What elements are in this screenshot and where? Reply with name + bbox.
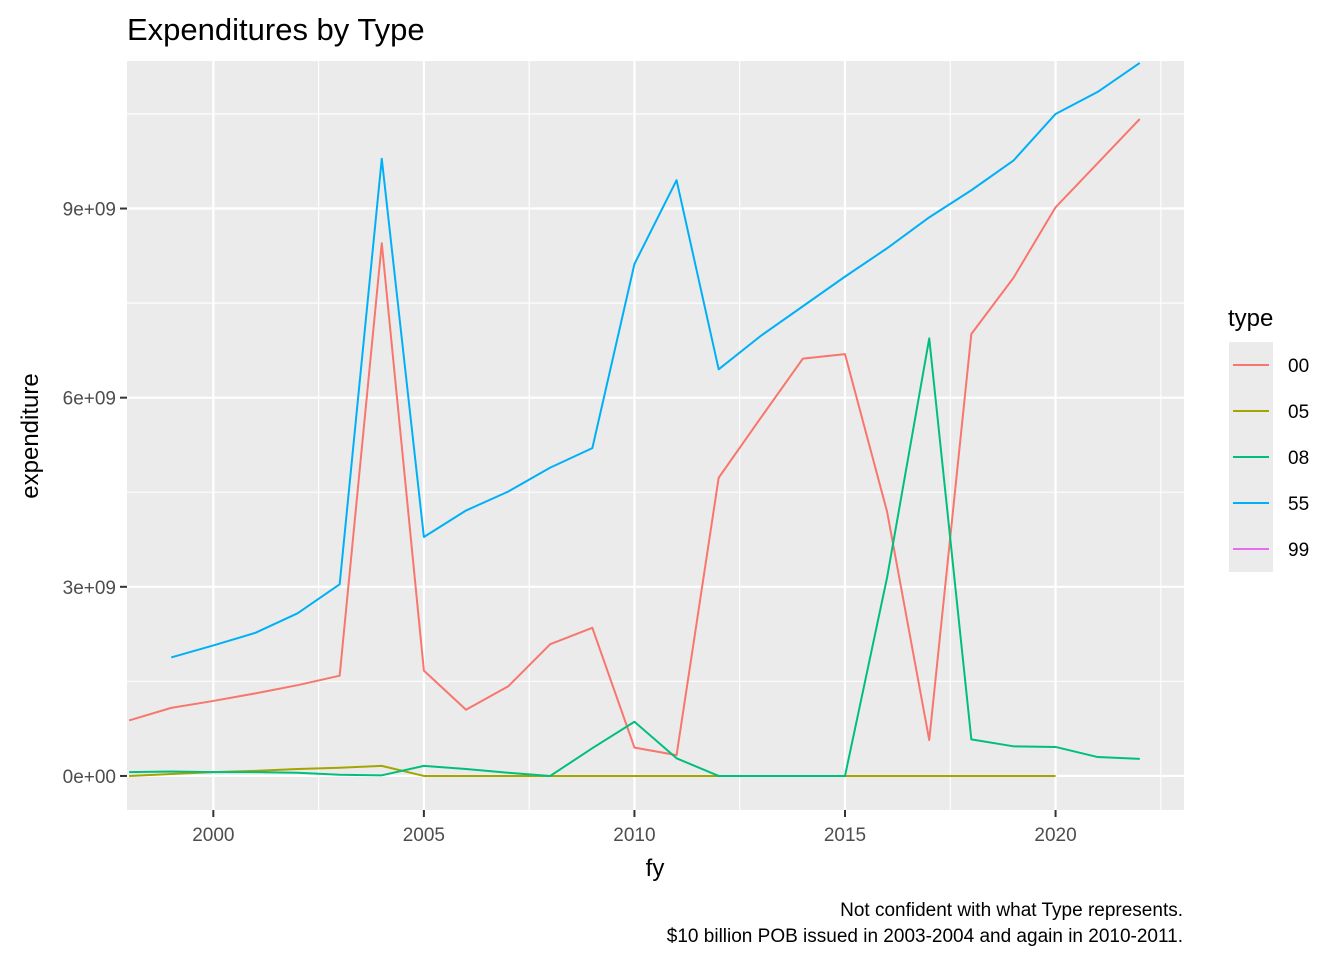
legend-label-99: 99 <box>1288 540 1309 561</box>
y-axis-title: expenditure <box>17 373 44 498</box>
y-tick-label: 6e+09 <box>63 389 116 410</box>
caption-line-1: Not confident with what Type represents. <box>840 900 1183 921</box>
x-tick-label: 2020 <box>1034 825 1076 846</box>
y-tick-label: 3e+09 <box>63 578 116 599</box>
series-line-05 <box>129 764 1056 777</box>
series-line-55 <box>170 62 1141 659</box>
caption-line-2: $10 billion POB issued in 2003-2004 and … <box>667 926 1183 947</box>
series-lines <box>128 62 1141 777</box>
x-tick-label: 2010 <box>613 825 655 846</box>
y-axis: 0e+00 3e+09 6e+09 9e+09 <box>63 200 127 788</box>
y-tick-label: 9e+09 <box>63 200 116 221</box>
y-tick-label: 0e+00 <box>63 767 116 788</box>
legend-label-00: 00 <box>1288 356 1309 377</box>
x-tick-label: 2015 <box>824 825 866 846</box>
grid-minor <box>127 61 1184 810</box>
legend-title: type <box>1228 305 1273 332</box>
x-tick-label: 2005 <box>403 825 445 846</box>
legend: type 00 05 08 55 99 <box>1228 305 1309 572</box>
legend-label-08: 08 <box>1288 448 1309 469</box>
x-axis: 2000 2005 2010 2015 2020 <box>192 810 1077 846</box>
x-tick-label: 2000 <box>192 825 234 846</box>
legend-label-55: 55 <box>1288 494 1309 515</box>
x-axis-title: fy <box>646 855 665 882</box>
legend-items: 00 05 08 55 99 <box>1233 356 1309 561</box>
chart-title: Expenditures by Type <box>127 12 425 47</box>
legend-label-05: 05 <box>1288 402 1309 423</box>
series-line-00 <box>128 118 1141 757</box>
series-line-08 <box>129 337 1140 777</box>
plot-panel <box>127 61 1184 810</box>
